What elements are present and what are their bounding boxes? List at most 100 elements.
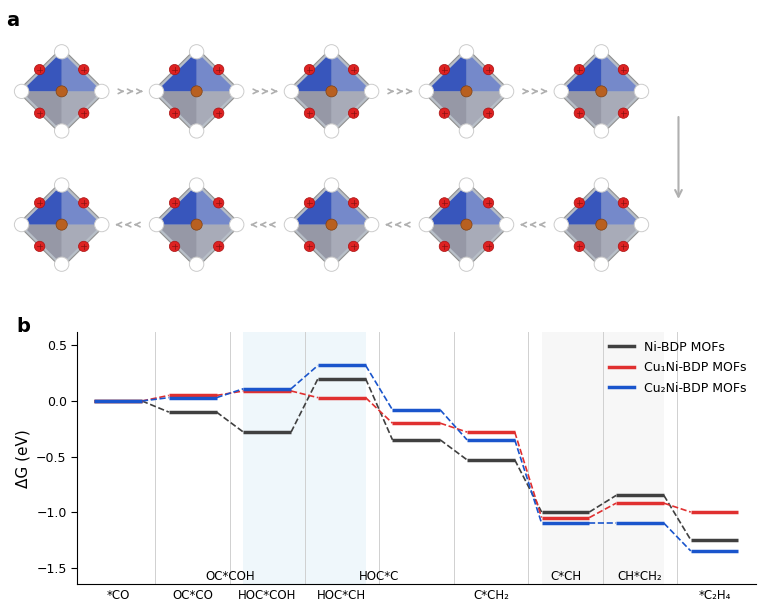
Circle shape xyxy=(596,219,607,230)
Circle shape xyxy=(35,65,45,75)
Polygon shape xyxy=(157,224,197,264)
Circle shape xyxy=(325,257,338,271)
Circle shape xyxy=(56,86,67,97)
Circle shape xyxy=(618,108,628,118)
Circle shape xyxy=(460,178,473,192)
Polygon shape xyxy=(291,224,332,264)
Circle shape xyxy=(35,197,45,208)
Circle shape xyxy=(348,241,359,252)
Polygon shape xyxy=(601,185,641,224)
Text: b: b xyxy=(16,317,30,336)
Circle shape xyxy=(500,218,513,232)
Circle shape xyxy=(305,241,315,252)
Polygon shape xyxy=(561,185,601,224)
Polygon shape xyxy=(557,181,645,268)
Circle shape xyxy=(55,257,69,271)
Circle shape xyxy=(230,84,244,98)
Circle shape xyxy=(635,218,648,232)
Polygon shape xyxy=(197,185,237,224)
Circle shape xyxy=(79,65,89,75)
Text: OC*COH: OC*COH xyxy=(205,570,254,583)
Circle shape xyxy=(594,257,608,271)
Circle shape xyxy=(305,65,315,75)
Circle shape xyxy=(439,197,449,208)
Polygon shape xyxy=(561,92,601,131)
Circle shape xyxy=(325,178,338,192)
Polygon shape xyxy=(466,185,507,224)
Circle shape xyxy=(170,197,180,208)
Circle shape xyxy=(284,218,298,232)
Polygon shape xyxy=(62,92,102,131)
Circle shape xyxy=(79,241,89,252)
Circle shape xyxy=(439,65,449,75)
Polygon shape xyxy=(197,52,237,92)
Polygon shape xyxy=(601,92,641,131)
Polygon shape xyxy=(288,48,375,135)
Circle shape xyxy=(15,84,29,98)
Polygon shape xyxy=(426,224,466,264)
Circle shape xyxy=(35,108,45,118)
Polygon shape xyxy=(288,181,375,268)
Circle shape xyxy=(365,84,379,98)
Circle shape xyxy=(191,219,202,230)
Polygon shape xyxy=(18,48,106,135)
Circle shape xyxy=(574,108,584,118)
Circle shape xyxy=(15,218,29,232)
Polygon shape xyxy=(466,92,507,131)
Circle shape xyxy=(190,45,204,59)
Text: a: a xyxy=(6,12,19,30)
Circle shape xyxy=(500,84,513,98)
Circle shape xyxy=(554,84,568,98)
Circle shape xyxy=(214,108,224,118)
Polygon shape xyxy=(466,52,507,92)
Circle shape xyxy=(214,197,224,208)
Circle shape xyxy=(326,86,337,97)
Text: HOC*C: HOC*C xyxy=(359,570,399,583)
Polygon shape xyxy=(18,181,106,268)
Circle shape xyxy=(170,241,180,252)
Circle shape xyxy=(170,108,180,118)
Circle shape xyxy=(574,197,584,208)
Polygon shape xyxy=(153,48,241,135)
Polygon shape xyxy=(22,52,62,92)
Circle shape xyxy=(190,178,204,192)
Circle shape xyxy=(325,45,338,59)
Polygon shape xyxy=(557,48,645,135)
Circle shape xyxy=(461,219,472,230)
Circle shape xyxy=(618,241,628,252)
Circle shape xyxy=(483,197,493,208)
Circle shape xyxy=(419,84,433,98)
Circle shape xyxy=(55,124,69,138)
Polygon shape xyxy=(291,92,332,131)
Circle shape xyxy=(439,241,449,252)
Circle shape xyxy=(594,45,608,59)
Circle shape xyxy=(55,178,69,192)
Polygon shape xyxy=(62,52,102,92)
Text: CH*CH₂: CH*CH₂ xyxy=(618,570,662,583)
Polygon shape xyxy=(332,224,372,264)
Polygon shape xyxy=(423,181,510,268)
Circle shape xyxy=(95,218,109,232)
Circle shape xyxy=(214,65,224,75)
Circle shape xyxy=(348,197,359,208)
Polygon shape xyxy=(291,52,332,92)
Circle shape xyxy=(554,218,568,232)
Circle shape xyxy=(419,218,433,232)
Polygon shape xyxy=(423,48,510,135)
Circle shape xyxy=(574,65,584,75)
Circle shape xyxy=(35,241,45,252)
Circle shape xyxy=(483,108,493,118)
Bar xyxy=(244,332,365,584)
Polygon shape xyxy=(466,224,507,264)
Circle shape xyxy=(284,84,298,98)
Circle shape xyxy=(79,197,89,208)
Circle shape xyxy=(150,84,163,98)
Polygon shape xyxy=(332,92,372,131)
Polygon shape xyxy=(426,92,466,131)
Y-axis label: ΔG (eV): ΔG (eV) xyxy=(15,429,31,488)
Circle shape xyxy=(483,241,493,252)
Circle shape xyxy=(170,65,180,75)
Circle shape xyxy=(191,86,202,97)
Circle shape xyxy=(326,219,337,230)
Circle shape xyxy=(574,241,584,252)
